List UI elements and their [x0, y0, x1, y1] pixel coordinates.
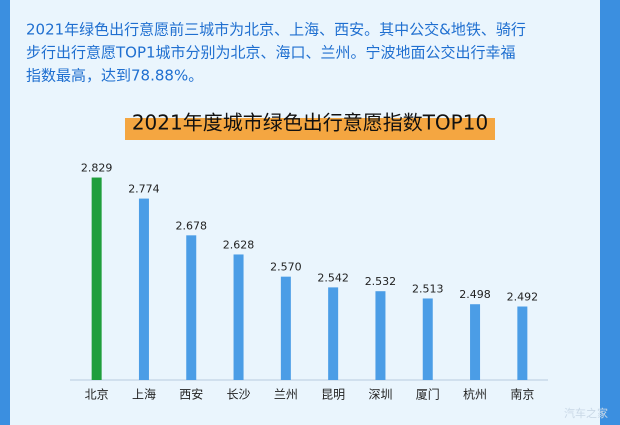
- x-tick-label: 北京: [85, 388, 109, 402]
- x-tick-label: 厦门: [416, 387, 440, 402]
- x-tick-label: 深圳: [368, 388, 392, 402]
- x-tick-label: 上海: [132, 387, 156, 402]
- value-label: 2.678: [176, 219, 208, 232]
- value-label: 2.492: [507, 291, 539, 304]
- value-label: 2.829: [81, 162, 113, 175]
- bar: [233, 254, 244, 380]
- bar: [186, 235, 197, 380]
- value-label: 2.542: [317, 271, 349, 284]
- bar: [517, 306, 528, 380]
- bar: [375, 291, 386, 380]
- value-label: 2.570: [270, 261, 302, 274]
- value-label: 2.498: [459, 288, 491, 301]
- bar: [422, 298, 433, 380]
- bar: [280, 276, 291, 380]
- x-tick-label: 长沙: [227, 388, 251, 402]
- panel: [10, 0, 600, 425]
- watermark: 汽车之家: [564, 406, 608, 420]
- description-line: 步行出行意愿TOP1城市分别为北京、海口、兰州。宁波地面公交出行幸福: [26, 44, 516, 62]
- value-label: 2.513: [412, 282, 444, 295]
- x-tick-label: 昆明: [321, 388, 345, 402]
- chart-title: 2021年度城市绿色出行意愿指数TOP10: [132, 111, 488, 135]
- x-tick-label: 西安: [179, 387, 203, 402]
- x-tick-label: 南京: [510, 387, 534, 402]
- x-tick-label: 兰州: [274, 388, 298, 402]
- value-label: 2.532: [365, 275, 397, 288]
- value-label: 2.628: [223, 238, 255, 251]
- bar: [328, 287, 339, 380]
- x-tick-label: 杭州: [463, 387, 487, 402]
- value-label: 2.774: [128, 183, 160, 196]
- bar: [138, 198, 149, 380]
- bar: [91, 177, 102, 380]
- bar: [470, 304, 481, 380]
- description-line: 指数最高，达到78.88%。: [26, 67, 203, 85]
- title-highlight: [125, 118, 495, 140]
- description-line: 2021年绿色出行意愿前三城市为北京、上海、西安。其中公交&地铁、骑行: [26, 21, 526, 39]
